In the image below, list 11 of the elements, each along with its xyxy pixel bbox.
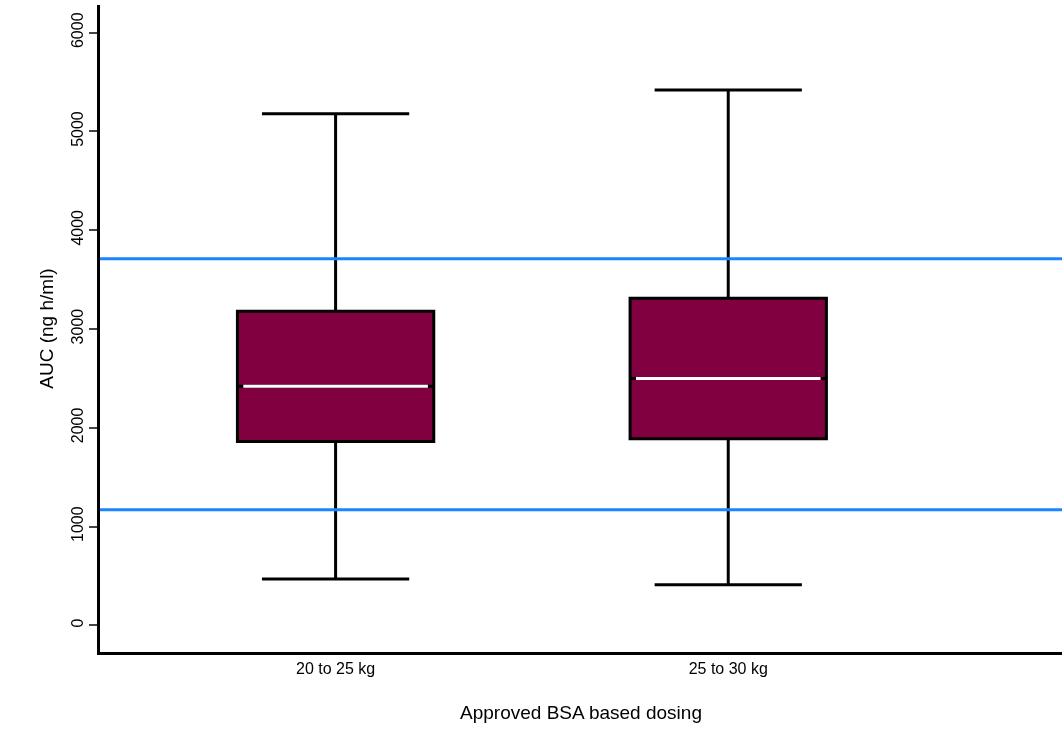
- x-tick-label: 20 to 25 kg: [296, 660, 376, 678]
- y-tick-label: 6000: [68, 12, 86, 49]
- x-axis-title: Approved BSA based dosing: [460, 702, 702, 723]
- y-tick-label: 3000: [68, 308, 86, 345]
- y-tick-label: 4000: [68, 209, 86, 246]
- x-tick-label: 25 to 30 kg: [688, 660, 768, 678]
- y-tick-label: 2000: [68, 407, 86, 444]
- y-tick-label: 1000: [68, 506, 86, 542]
- y-tick-label: 5000: [68, 111, 86, 147]
- y-axis-title: AUC (ng h/ml): [36, 268, 58, 389]
- y-tick-label: 0: [68, 618, 86, 628]
